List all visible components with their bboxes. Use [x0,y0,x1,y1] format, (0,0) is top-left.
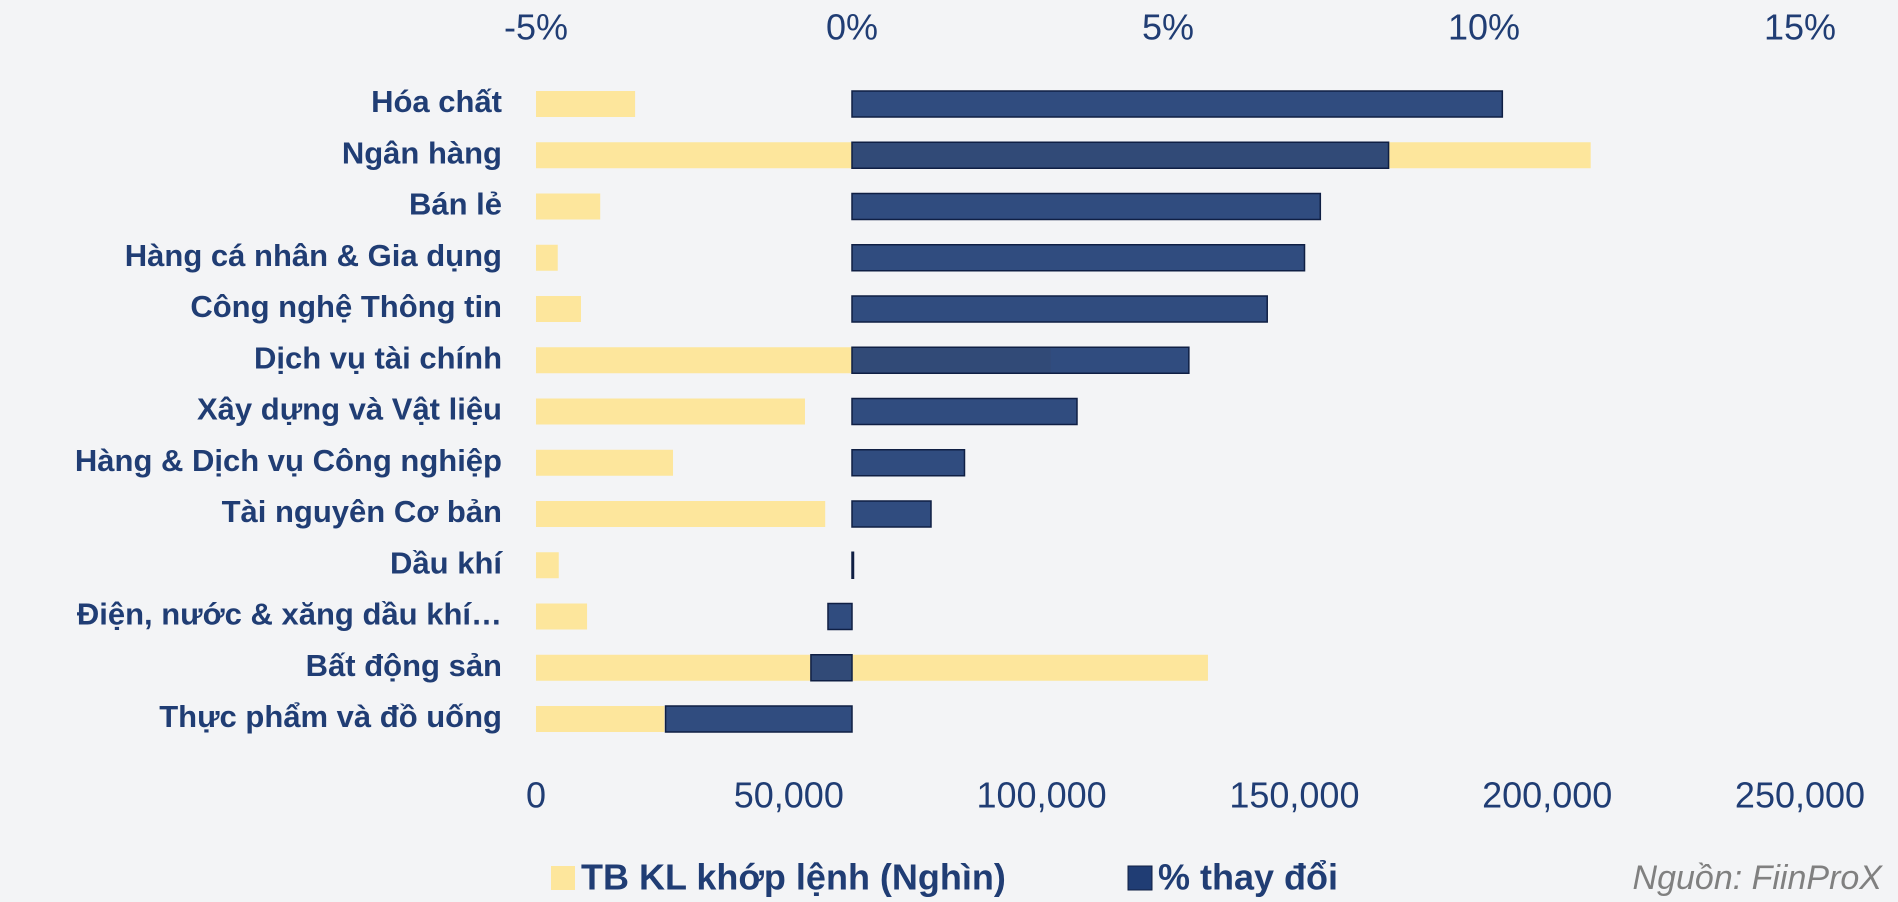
category-label: Bất động sản [306,648,502,683]
x2-tick-label: 15% [1764,7,1836,48]
bar [851,141,1390,169]
bar [536,449,674,476]
source: Nguồn: FiinProX [1633,859,1884,897]
category-label: Công nghệ Thông tin [190,289,502,324]
category-label: Xây dựng và Vật liệu [197,392,502,427]
bar [851,244,1306,272]
bar [536,552,559,579]
category-label: Hàng & Dịch vụ Công nghiệp [75,443,502,478]
bar [536,654,1208,681]
category-label: Dầu khí [390,545,503,580]
bar [536,91,636,117]
category-label: Ngân hàng [342,135,502,170]
x2-tick-label: 0% [826,7,878,48]
bar [851,192,1322,221]
bar [536,706,665,732]
category-label: Bán lẻ [409,187,502,222]
bar [851,346,1190,374]
x-tick-label: 200,000 [1482,775,1612,816]
bar [851,500,932,528]
x2-tick-label: 5% [1142,7,1194,48]
bar [536,244,558,271]
bar [851,295,1268,323]
bar [851,449,966,477]
x-tick-label: 0 [526,775,546,816]
bar [664,705,853,733]
legend-swatch [551,866,575,890]
category-label: Hóa chất [371,84,502,119]
x-tick-label: 250,000 [1735,775,1865,816]
x2-tick-label: 10% [1448,7,1520,48]
category-label: Tài nguyên Cơ bản [222,494,502,529]
bar [851,397,1078,426]
bar [827,602,853,631]
bar [536,603,588,630]
bar [536,296,581,322]
legend-swatch [1127,865,1153,891]
x-tick-label: 150,000 [1229,775,1359,816]
category-label: Hàng cá nhân & Gia dụng [125,238,502,273]
category-label: Điện, nước & xăng dầu khí… [77,597,502,632]
x-tick-label: 50,000 [734,775,844,816]
bar [536,398,805,425]
category-label: Dịch vụ tài chính [254,340,502,375]
legend-label: % thay đổi [1158,857,1338,898]
x-tick-label: 100,000 [977,775,1107,816]
x2-tick-label: -5% [504,7,568,48]
category-label: Thực phẩm và đồ uống [159,699,502,734]
bar [851,551,855,579]
bar [851,90,1504,118]
bar [536,501,826,527]
bar [810,654,853,682]
bar [536,193,601,220]
legend-label: TB KL khớp lệnh (Nghìn) [581,857,1006,898]
